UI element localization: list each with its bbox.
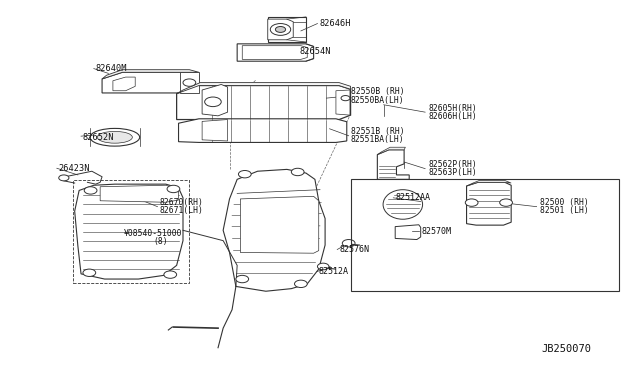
Polygon shape (179, 119, 347, 142)
Text: 82670(RH): 82670(RH) (159, 198, 204, 207)
Text: 82512AA: 82512AA (395, 193, 430, 202)
Circle shape (84, 187, 97, 194)
Text: 82563P(LH): 82563P(LH) (428, 168, 477, 177)
Polygon shape (268, 17, 306, 42)
Polygon shape (180, 72, 199, 93)
Polygon shape (100, 185, 179, 202)
Text: 82605H(RH): 82605H(RH) (428, 104, 477, 113)
Circle shape (164, 271, 177, 278)
Polygon shape (113, 77, 135, 91)
Ellipse shape (97, 131, 132, 143)
Circle shape (270, 23, 291, 35)
Text: 26423N: 26423N (59, 164, 90, 173)
Circle shape (294, 280, 307, 288)
Polygon shape (177, 83, 351, 94)
Polygon shape (102, 72, 199, 93)
Circle shape (167, 185, 180, 193)
Polygon shape (467, 180, 511, 186)
Text: 82671(LH): 82671(LH) (159, 206, 204, 215)
Circle shape (317, 263, 329, 270)
Polygon shape (268, 19, 293, 40)
Text: 82500 (RH): 82500 (RH) (540, 198, 589, 207)
Circle shape (465, 199, 478, 206)
Polygon shape (378, 150, 409, 179)
Polygon shape (202, 84, 228, 116)
Text: 82640M: 82640M (96, 64, 127, 73)
Text: JB250070: JB250070 (541, 344, 592, 354)
Text: 82654N: 82654N (300, 47, 331, 56)
Polygon shape (237, 44, 314, 61)
Polygon shape (75, 184, 183, 279)
Polygon shape (243, 46, 307, 60)
Circle shape (83, 269, 96, 276)
Text: 82646H: 82646H (320, 19, 351, 28)
Polygon shape (395, 225, 420, 240)
Polygon shape (102, 70, 199, 79)
Text: 82501 (LH): 82501 (LH) (540, 206, 589, 215)
Circle shape (342, 240, 355, 247)
Text: 82550BA(LH): 82550BA(LH) (351, 96, 404, 105)
Bar (73, 180, 189, 283)
Text: 82512A: 82512A (319, 267, 349, 276)
Bar (351, 179, 620, 291)
Circle shape (341, 96, 350, 101)
Polygon shape (467, 182, 511, 225)
Text: 82550B (RH): 82550B (RH) (351, 87, 404, 96)
Text: 82606H(LH): 82606H(LH) (428, 112, 477, 121)
Circle shape (291, 168, 304, 176)
Text: 82551B (RH): 82551B (RH) (351, 127, 404, 136)
Polygon shape (202, 119, 228, 141)
Polygon shape (378, 147, 405, 155)
Text: 82576N: 82576N (339, 245, 369, 254)
Text: (8): (8) (153, 237, 168, 246)
Text: 82551BA(LH): 82551BA(LH) (351, 135, 404, 144)
Circle shape (275, 26, 285, 32)
Polygon shape (241, 196, 319, 253)
Polygon shape (177, 86, 351, 119)
Circle shape (183, 79, 196, 86)
Ellipse shape (90, 128, 140, 146)
Text: 82652N: 82652N (83, 133, 115, 142)
Circle shape (205, 97, 221, 107)
Circle shape (236, 275, 248, 283)
Text: ¥08540-51000: ¥08540-51000 (124, 230, 182, 238)
Polygon shape (223, 169, 325, 291)
Circle shape (500, 199, 513, 206)
Circle shape (59, 175, 69, 181)
Text: 82562P(RH): 82562P(RH) (428, 160, 477, 169)
Circle shape (239, 170, 251, 178)
Ellipse shape (383, 190, 422, 219)
Polygon shape (336, 90, 350, 115)
Text: 82570M: 82570M (422, 227, 452, 235)
